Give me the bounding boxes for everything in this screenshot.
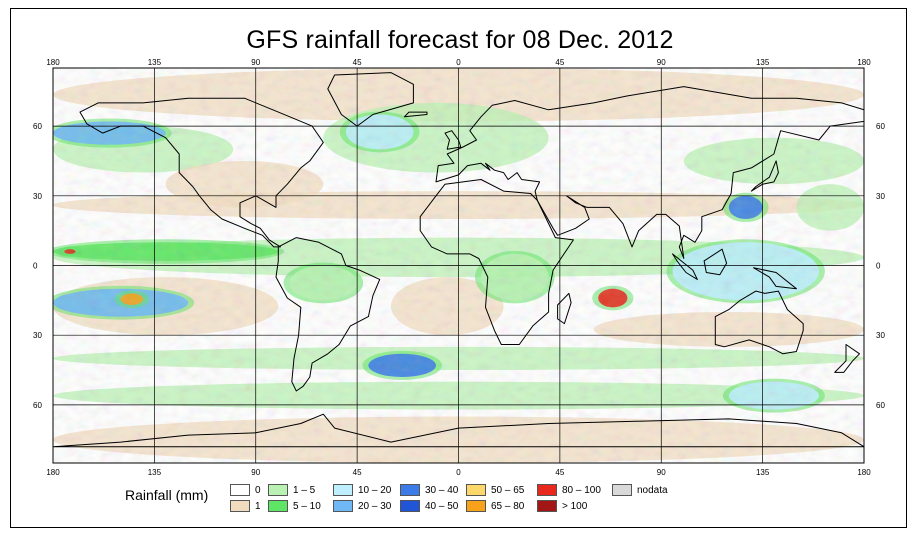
right-lat-tick-label: 30: [876, 331, 885, 340]
top-lon-tick-label: 90: [657, 58, 666, 67]
legend-label: 65 – 80: [491, 501, 525, 512]
coastline-indonesia-borneo: [703, 248, 728, 276]
coastline-iceland: [403, 111, 428, 118]
top-lon-tick-label: 180: [46, 58, 60, 67]
coastline-south-america: [275, 237, 381, 392]
legend-swatch: [612, 484, 632, 496]
bottom-lon-tick-label: 90: [657, 468, 666, 477]
left-lat-tick-label: 30: [33, 331, 42, 340]
top-lon-tick-label: 135: [756, 58, 770, 67]
coastline-greenland: [327, 72, 414, 127]
coastline-new-guinea: [753, 267, 797, 290]
legend-swatch: [268, 484, 288, 496]
coastline-antarctica: [53, 413, 864, 448]
legend-label: 40 – 50: [425, 501, 459, 512]
legend-swatch: [400, 484, 420, 496]
left-lat-tick-label: 0: [33, 262, 38, 271]
legend-label: 80 – 100: [562, 485, 601, 496]
top-lon-tick-label: 0: [456, 58, 461, 67]
legend-swatch: [466, 484, 486, 496]
legend-swatch: [537, 500, 557, 512]
legend-swatch: [268, 500, 288, 512]
bottom-lon-tick-label: 0: [456, 468, 461, 477]
coastline-uk: [444, 130, 462, 150]
top-lon-tick-label: 45: [353, 58, 362, 67]
bottom-lon-tick-label: 45: [555, 468, 564, 477]
top-lon-tick-label: 135: [148, 58, 162, 67]
bottom-lon-tick-label: 180: [46, 468, 60, 477]
coastline-japan: [750, 160, 779, 192]
map-title: GFS rainfall forecast for 08 Dec. 2012: [246, 26, 674, 54]
legend-swatch: [537, 484, 557, 496]
legend-label: 20 – 30: [358, 501, 392, 512]
graticule: [53, 68, 864, 463]
legend-label: 50 – 65: [491, 485, 525, 496]
legend-label: 5 – 10: [293, 501, 321, 512]
plot-border: [52, 67, 865, 464]
legend-label: 30 – 40: [425, 485, 459, 496]
figure-frame: [10, 8, 907, 528]
bottom-lon-tick-label: 180: [857, 468, 871, 477]
coastline-new-zealand: [834, 344, 860, 373]
coastline-europe-asia: [435, 86, 864, 259]
legend-swatch: [400, 500, 420, 512]
right-lat-tick-label: 60: [876, 401, 885, 410]
legend-label: 1 – 5: [293, 485, 316, 496]
right-lat-tick-label: 30: [876, 192, 885, 201]
legend-label: nodata: [637, 485, 668, 496]
left-lat-tick-label: 60: [33, 122, 42, 131]
coastline-africa: [419, 179, 574, 345]
left-lat-tick-label: 60: [33, 401, 42, 410]
coastline-layer: [53, 72, 864, 448]
bottom-lon-tick-label: 90: [251, 468, 260, 477]
coastline-madagascar: [557, 292, 572, 325]
left-lat-tick-label: 30: [33, 192, 42, 201]
legend-label: 0: [255, 485, 261, 496]
top-lon-tick-label: 180: [857, 58, 871, 67]
bottom-lon-tick-label: 135: [148, 468, 162, 477]
right-lat-tick-label: 0: [876, 262, 881, 271]
legend-title: Rainfall (mm): [125, 487, 209, 503]
legend-label: 10 – 20: [358, 485, 392, 496]
coastline-north-america: [79, 97, 324, 248]
legend-swatch: [333, 484, 353, 496]
coastline-sumatra: [672, 253, 698, 280]
bottom-lon-tick-label: 45: [353, 468, 362, 477]
top-lon-tick-label: 45: [555, 58, 564, 67]
bottom-lon-tick-label: 135: [756, 468, 770, 477]
coastline-australia: [714, 290, 804, 355]
legend-swatch: [230, 500, 250, 512]
top-lon-tick-label: 90: [251, 58, 260, 67]
right-lat-tick-label: 60: [876, 122, 885, 131]
legend-label: 1: [255, 501, 261, 512]
legend-swatch: [333, 500, 353, 512]
legend-swatch: [230, 484, 250, 496]
legend-swatch: [466, 500, 486, 512]
axis-ticks: 180 180 135 135 90 90 45 45 0 0 45 45 90 90 135 135 180 1…: [33, 58, 885, 477]
legend-label: > 100: [562, 501, 588, 512]
